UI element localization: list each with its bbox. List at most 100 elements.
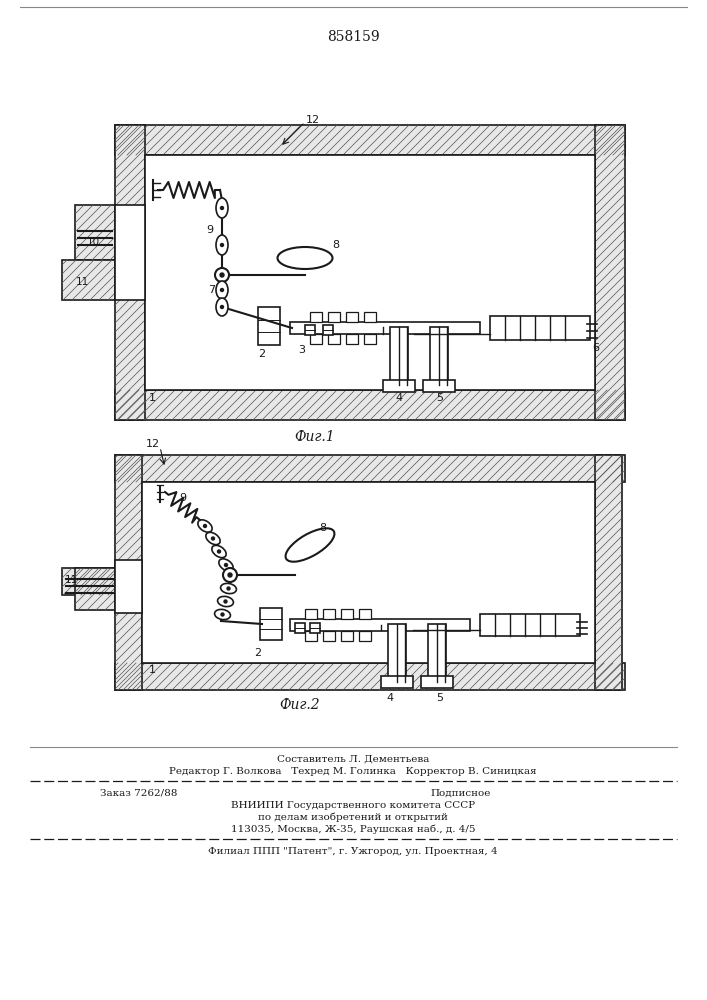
Text: 3: 3 — [298, 345, 305, 355]
Circle shape — [227, 587, 230, 590]
Bar — [388, 624, 406, 682]
Ellipse shape — [218, 596, 233, 607]
Bar — [428, 624, 446, 682]
Circle shape — [221, 613, 224, 616]
Text: 4: 4 — [395, 393, 402, 403]
Circle shape — [223, 568, 237, 582]
Bar — [341, 631, 353, 641]
Bar — [390, 327, 408, 385]
Bar — [310, 312, 322, 322]
Ellipse shape — [219, 559, 233, 571]
Text: 4: 4 — [387, 693, 394, 703]
Text: Редактор Г. Волкова   Техред М. Голинка   Корректор В. Синицкая: Редактор Г. Волкова Техред М. Голинка Ко… — [169, 768, 537, 776]
Bar — [310, 334, 322, 344]
Text: Филиал ППП "Патент", г. Ужгород, ул. Проектная, 4: Филиал ППП "Патент", г. Ужгород, ул. Про… — [208, 848, 498, 856]
Bar — [423, 380, 455, 392]
Bar — [115, 455, 142, 690]
Bar — [62, 260, 115, 300]
Bar — [305, 325, 315, 335]
Circle shape — [220, 273, 224, 277]
Bar — [305, 631, 317, 641]
Ellipse shape — [198, 520, 212, 532]
Ellipse shape — [216, 235, 228, 255]
Text: Фиг.1: Фиг.1 — [295, 430, 335, 444]
Circle shape — [221, 288, 223, 292]
Bar — [595, 455, 622, 690]
Text: 9: 9 — [180, 493, 187, 503]
Ellipse shape — [278, 247, 332, 269]
Bar — [480, 614, 580, 636]
Text: 7: 7 — [209, 285, 216, 295]
Bar — [115, 663, 625, 690]
Text: 1: 1 — [148, 393, 156, 403]
Text: 8: 8 — [332, 240, 339, 250]
Bar — [490, 316, 590, 340]
Circle shape — [215, 268, 229, 282]
Text: ВНИИПИ Государственного комитета СССР: ВНИИПИ Государственного комитета СССР — [231, 800, 475, 810]
Text: 6: 6 — [592, 343, 600, 353]
Bar — [295, 623, 305, 633]
Bar — [364, 334, 376, 344]
Bar — [310, 623, 320, 633]
Circle shape — [204, 524, 206, 528]
Text: по делам изобретений и открытий: по делам изобретений и открытий — [258, 812, 448, 822]
Text: Заказ 7262/88: Заказ 7262/88 — [100, 788, 177, 798]
Bar — [346, 334, 358, 344]
Bar — [290, 322, 480, 334]
Bar — [115, 560, 142, 613]
Bar — [115, 205, 145, 300]
Text: 12: 12 — [146, 439, 160, 449]
Ellipse shape — [216, 281, 228, 299]
Text: 9: 9 — [206, 225, 214, 235]
Bar — [328, 334, 340, 344]
Bar — [421, 676, 453, 688]
Bar — [328, 312, 340, 322]
Bar — [346, 312, 358, 322]
Circle shape — [225, 564, 228, 566]
Circle shape — [218, 550, 221, 553]
Circle shape — [221, 243, 223, 246]
Ellipse shape — [221, 583, 236, 594]
Text: 11: 11 — [64, 575, 78, 585]
Text: Составитель Л. Дементьева: Составитель Л. Дементьева — [277, 754, 429, 764]
Bar — [142, 482, 595, 663]
Text: 11: 11 — [76, 277, 88, 287]
Bar — [75, 568, 115, 610]
Ellipse shape — [212, 545, 226, 558]
Bar — [62, 568, 115, 595]
Ellipse shape — [216, 198, 228, 218]
Bar — [381, 676, 413, 688]
Bar — [290, 619, 470, 631]
Text: 2: 2 — [259, 349, 266, 359]
Bar — [595, 125, 625, 420]
Text: 1: 1 — [148, 665, 156, 675]
Ellipse shape — [216, 298, 228, 316]
Text: 2: 2 — [255, 648, 262, 658]
Bar — [359, 609, 371, 619]
Bar — [383, 380, 415, 392]
Bar — [341, 609, 353, 619]
Bar — [323, 325, 333, 335]
Bar — [75, 205, 115, 260]
Bar — [359, 631, 371, 641]
Text: Фиг.2: Фиг.2 — [280, 698, 320, 712]
Circle shape — [224, 600, 227, 603]
Bar — [115, 390, 625, 420]
Text: Подписное: Подписное — [430, 788, 491, 798]
Text: 5: 5 — [436, 693, 443, 703]
Text: 8: 8 — [320, 523, 327, 533]
Text: 5: 5 — [436, 393, 443, 403]
Text: 12: 12 — [306, 115, 320, 125]
Text: 113035, Москва, Ж-35, Раушская наб., д. 4/5: 113035, Москва, Ж-35, Раушская наб., д. … — [230, 824, 475, 834]
Bar — [323, 631, 335, 641]
Bar — [260, 608, 282, 640]
Bar — [115, 125, 145, 420]
Bar — [430, 327, 448, 385]
Ellipse shape — [206, 532, 220, 545]
Circle shape — [211, 537, 214, 540]
Bar — [258, 307, 280, 345]
Bar — [145, 155, 595, 390]
Text: 858159: 858159 — [327, 30, 380, 44]
Ellipse shape — [286, 528, 334, 562]
Bar — [115, 125, 625, 155]
